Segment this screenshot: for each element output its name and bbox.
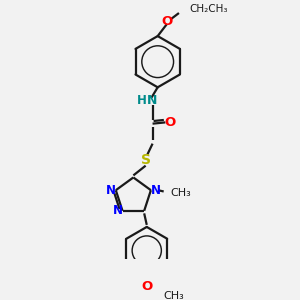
Text: O: O [141,280,152,293]
Text: N: N [147,94,158,107]
Text: N: N [106,184,116,197]
Text: O: O [162,16,173,28]
Text: S: S [141,153,151,167]
Text: N: N [151,184,160,197]
Text: CH₃: CH₃ [163,291,184,300]
Text: CH₃: CH₃ [170,188,191,198]
Text: N: N [113,204,123,217]
Text: CH₂CH₃: CH₂CH₃ [189,4,228,14]
Text: O: O [164,116,175,129]
Text: H: H [137,94,147,107]
